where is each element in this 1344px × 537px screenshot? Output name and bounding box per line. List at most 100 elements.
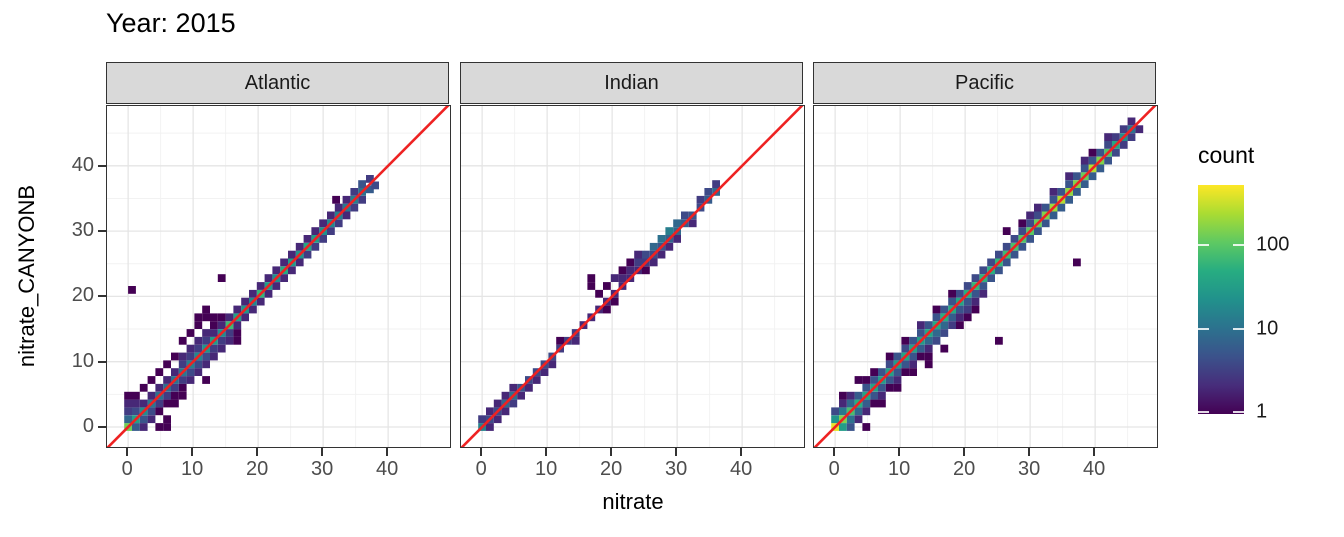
bin2d-cell xyxy=(839,407,847,416)
bin2d-cell xyxy=(673,219,681,228)
bin2d-cell xyxy=(862,376,871,384)
bin2d-cell xyxy=(618,266,627,275)
bin2d-cell xyxy=(956,313,964,322)
bin2d-cell xyxy=(1057,188,1066,196)
bin2d-cell xyxy=(603,282,611,290)
bin2d-cell xyxy=(210,313,218,322)
bin2d-cell xyxy=(332,195,340,204)
bin2d-cell xyxy=(350,188,359,196)
x-axis-title: nitrate xyxy=(602,489,664,514)
legend-tick-mark xyxy=(1198,411,1209,413)
bin2d-cell xyxy=(171,391,179,400)
y-tick-label: 10 xyxy=(71,349,94,372)
bin2d-cell xyxy=(295,242,304,251)
bin2d-cell xyxy=(163,391,171,400)
bin2d-cell xyxy=(171,399,179,408)
bin2d-cell xyxy=(163,360,171,369)
x-tick-label: 20 xyxy=(953,458,976,480)
bin2d-cell xyxy=(358,195,366,204)
bin2d-cell xyxy=(634,250,642,259)
facet-indian: Indian 0 10 20 30 40 xyxy=(460,62,805,482)
bin2d-cell xyxy=(846,399,855,408)
bin2d-cell xyxy=(971,274,980,282)
bin2d-cell xyxy=(280,274,288,282)
bin2d-cell xyxy=(901,336,910,345)
bin2d-cell xyxy=(163,376,171,384)
bin2d-cell xyxy=(124,407,132,416)
bin2d-cell xyxy=(163,415,171,424)
bin2d-cell xyxy=(556,336,564,345)
bin2d-cell xyxy=(1065,180,1073,188)
bin2d-cell xyxy=(971,289,980,298)
panel-atlantic xyxy=(106,105,451,448)
bin2d-cell xyxy=(194,321,203,329)
x-tick-label: 0 xyxy=(828,458,840,480)
bin2d-cell xyxy=(1049,188,1058,196)
bin2d-cell xyxy=(862,399,871,408)
facet-strip-indian: Indian xyxy=(460,62,803,104)
bin2d-cell xyxy=(128,286,136,294)
bin2d-cell xyxy=(940,305,949,314)
bin2d-cell xyxy=(917,329,925,337)
bin2d-cell xyxy=(256,297,265,306)
bin2d-cell xyxy=(225,329,234,337)
panel-indian-canvas xyxy=(461,106,804,447)
bin2d-cell xyxy=(288,266,296,275)
x-tick-label: 30 xyxy=(665,458,688,480)
bin2d-cell xyxy=(124,391,132,400)
bin2d-cell xyxy=(155,423,164,431)
bin2d-cell xyxy=(210,329,218,337)
x-tick-mark xyxy=(610,448,613,456)
bin2d-cell xyxy=(311,227,320,235)
bin2d-cell xyxy=(610,297,619,306)
bin2d-cell xyxy=(194,360,203,369)
bin2d-cell xyxy=(486,423,494,431)
bin2d-cell xyxy=(657,250,666,259)
x-tick-mark xyxy=(386,448,389,456)
bin2d-cell xyxy=(1135,125,1144,134)
bin2d-cell xyxy=(995,336,1003,345)
bin2d-cell xyxy=(171,368,179,376)
x-tick-mark xyxy=(256,448,259,456)
bin2d-cell xyxy=(124,399,132,408)
bin2d-cell xyxy=(893,376,902,384)
bin2d-cell xyxy=(963,305,972,314)
bin2d-cell xyxy=(186,352,195,361)
bin2d-cell xyxy=(878,383,886,392)
x-tick-label: 0 xyxy=(475,458,487,480)
bin2d-cell xyxy=(1119,125,1128,134)
bin2d-cell xyxy=(909,368,917,376)
bin2d-cell xyxy=(1002,227,1011,235)
y-tick-mark xyxy=(98,360,106,363)
bin2d-cell xyxy=(909,360,917,369)
bin2d-cell xyxy=(501,407,510,416)
bin2d-cell xyxy=(878,391,886,400)
bin2d-cell xyxy=(147,407,156,416)
bin2d-cell xyxy=(1026,211,1034,220)
legend-tick-mark xyxy=(1198,328,1209,330)
bin2d-cell xyxy=(1065,172,1073,181)
bin2d-cell xyxy=(1018,227,1027,235)
bin2d-cell xyxy=(548,360,557,369)
bin2d-cell xyxy=(870,399,878,408)
bin2d-cell xyxy=(217,336,226,345)
bin2d-cell xyxy=(139,415,148,424)
bin2d-cell xyxy=(1127,133,1136,141)
y-axis: 0 10 20 30 40 xyxy=(60,106,106,447)
x-tick-label: 30 xyxy=(311,458,334,480)
bin2d-cell xyxy=(1073,172,1081,181)
bin2d-cell xyxy=(327,227,335,235)
bin2d-cell xyxy=(571,336,580,345)
bin2d-cell xyxy=(1034,227,1042,235)
bin2d-cell xyxy=(831,407,839,416)
bin2d-cell xyxy=(147,415,156,424)
bin2d-cell xyxy=(618,274,627,282)
y-axis-title: nitrate_CANYONB xyxy=(14,184,39,368)
bin2d-cell xyxy=(202,336,210,345)
bin2d-cell xyxy=(202,360,210,369)
bin2d-cell xyxy=(493,415,502,424)
bin2d-cell xyxy=(854,407,863,416)
bin2d-cell xyxy=(155,368,164,376)
panel-indian xyxy=(460,105,805,448)
bin2d-cell xyxy=(132,399,140,408)
